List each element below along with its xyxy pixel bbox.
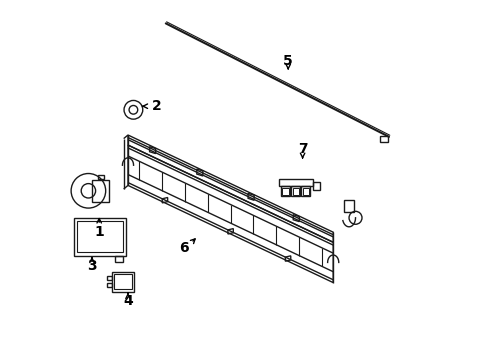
Bar bbox=[282, 188, 289, 195]
Bar bbox=[112, 272, 134, 292]
Bar bbox=[279, 179, 314, 186]
Bar bbox=[303, 188, 309, 195]
Text: 1: 1 bbox=[95, 225, 104, 239]
Bar bbox=[77, 221, 123, 252]
Bar bbox=[74, 218, 126, 256]
Bar bbox=[92, 180, 109, 202]
Bar bbox=[107, 283, 112, 287]
Bar bbox=[293, 188, 298, 195]
Text: 7: 7 bbox=[298, 143, 307, 156]
Text: 4: 4 bbox=[123, 294, 133, 307]
Text: 5: 5 bbox=[283, 54, 293, 68]
Text: 3: 3 bbox=[87, 260, 97, 273]
Bar bbox=[116, 256, 123, 262]
Text: 6: 6 bbox=[179, 242, 189, 255]
Bar bbox=[380, 136, 388, 142]
Bar bbox=[344, 200, 354, 212]
Bar bbox=[98, 175, 104, 179]
Bar bbox=[114, 274, 132, 289]
Text: 2: 2 bbox=[152, 99, 162, 113]
Bar bbox=[107, 276, 112, 280]
Bar bbox=[291, 186, 300, 196]
Bar bbox=[301, 186, 310, 196]
Bar bbox=[314, 182, 320, 190]
Bar bbox=[281, 186, 290, 196]
